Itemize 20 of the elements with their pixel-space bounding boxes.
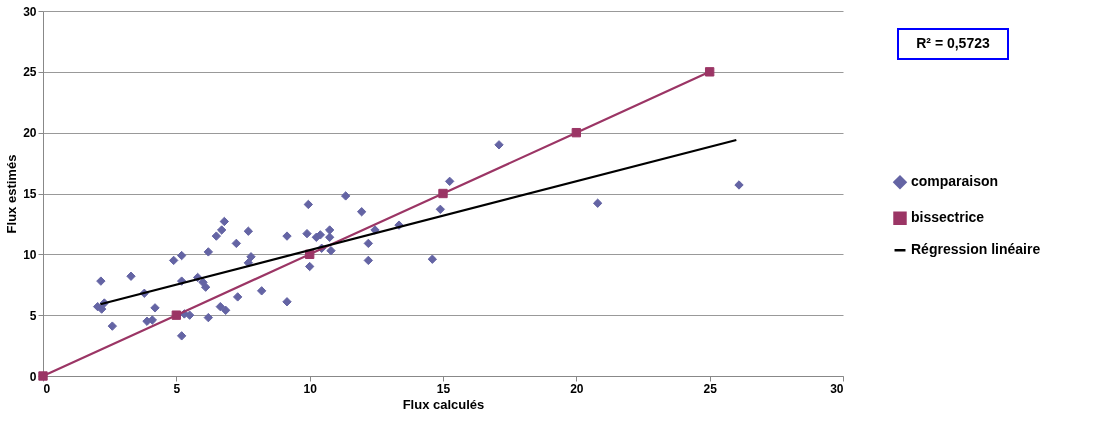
legend-label: Régression linéaire xyxy=(911,241,1041,258)
legend-label: comparaison xyxy=(911,173,999,190)
x-axis-title: Flux calculés xyxy=(402,396,485,412)
x-tick-label: 10 xyxy=(303,381,318,396)
x-tick-label: 15 xyxy=(436,381,451,396)
x-tick-label: 0 xyxy=(43,381,51,396)
x-tick-label: 20 xyxy=(570,381,584,396)
y-tick-label: 20 xyxy=(23,126,37,141)
y-tick-label: 15 xyxy=(23,187,37,201)
y-tick-label: 0 xyxy=(29,369,37,384)
legend-label: bissectrice xyxy=(911,209,985,226)
text: R² = 0,5723 xyxy=(916,35,990,51)
y-tick-label: 5 xyxy=(29,308,37,323)
x-tick-label: 5 xyxy=(173,381,181,396)
y-axis-title: Flux estimés xyxy=(4,154,20,234)
x-tick-label: 30 xyxy=(830,381,844,396)
y-tick-label: 30 xyxy=(23,4,37,19)
y-tick-label: 25 xyxy=(23,65,37,80)
x-tick-label: 25 xyxy=(703,381,718,396)
y-tick-label: 10 xyxy=(23,247,37,262)
